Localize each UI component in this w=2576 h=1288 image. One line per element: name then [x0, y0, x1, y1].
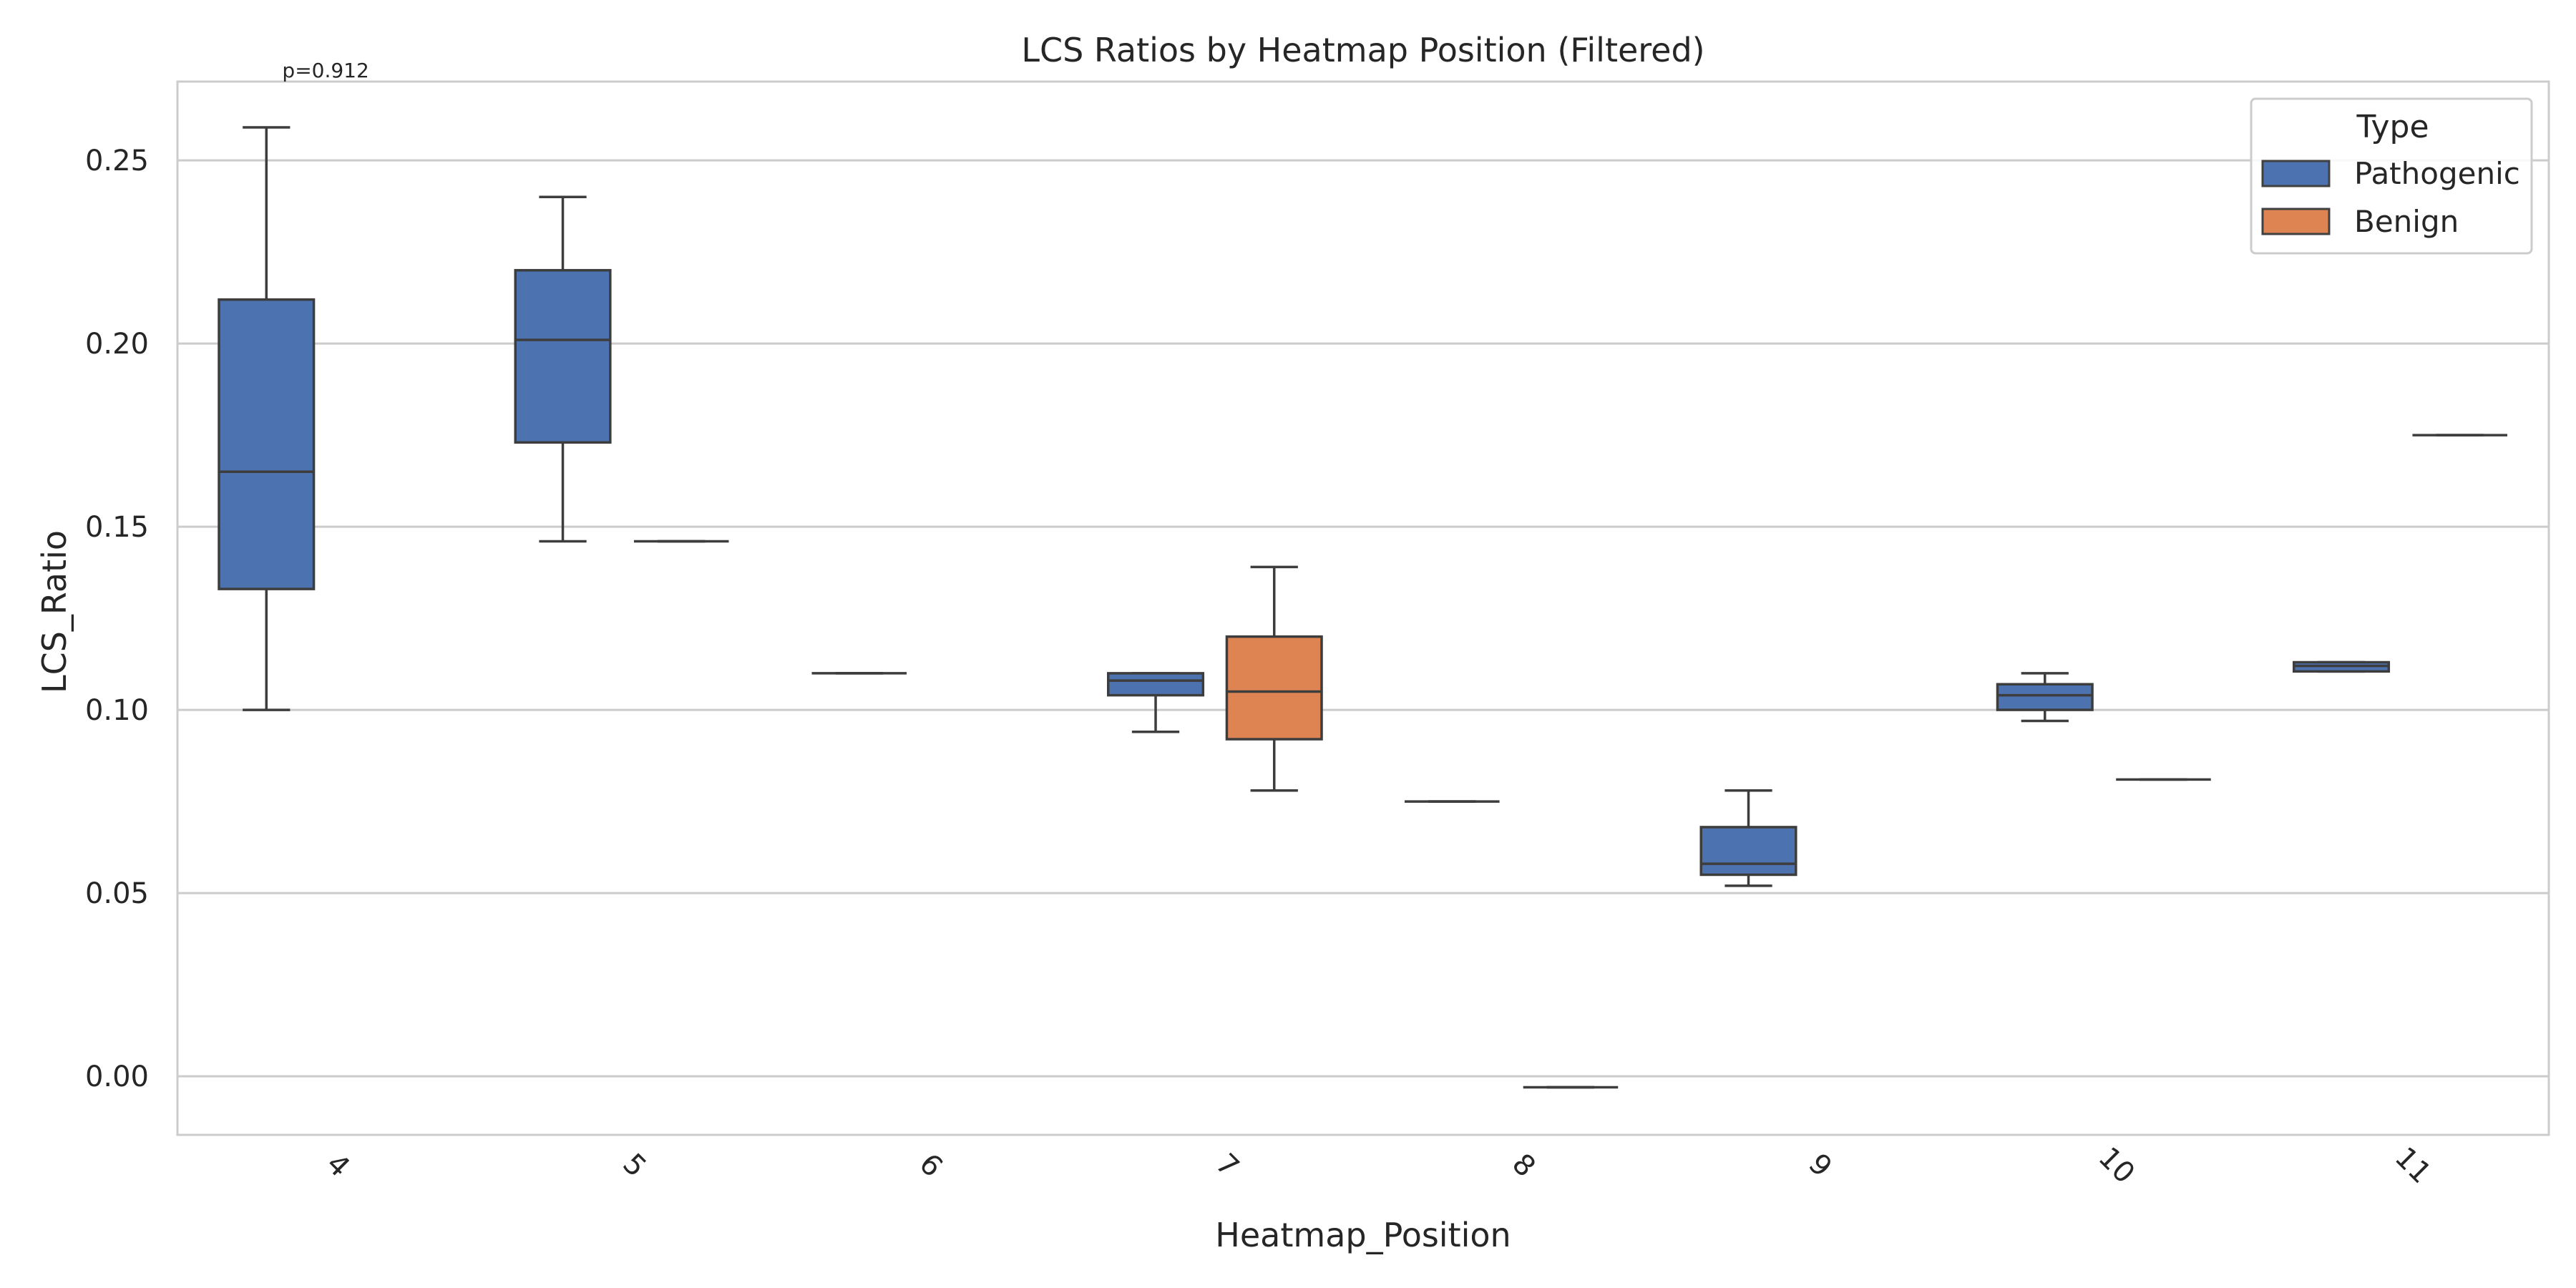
iqr-box [1699, 826, 1797, 877]
y-tick-label: 0.15 [85, 511, 149, 544]
legend-swatch-pathogenic [2261, 160, 2331, 187]
box-pathogenic-10 [1996, 672, 2094, 723]
legend-title: Type [2356, 109, 2429, 145]
iqr-box [1225, 635, 1323, 741]
box-pathogenic-9 [1699, 789, 1797, 887]
iqr-box [514, 268, 612, 444]
legend: Type Pathogenic Benign [2250, 97, 2533, 255]
iqr-box [1106, 672, 1205, 697]
iqr-box [218, 298, 316, 590]
x-axis-label: Heatmap_Position [1215, 1216, 1511, 1254]
box-pathogenic-11 [2292, 660, 2391, 673]
legend-label-pathogenic: Pathogenic [2354, 156, 2520, 191]
plot-area-frame [176, 80, 2550, 1136]
y-axis-ticks: 0.00 0.05 0.10 0.15 0.20 0.25 [85, 145, 149, 1093]
y-tick-label: 0.20 [85, 328, 149, 361]
chart-title: LCS Ratios by Heatmap Position (Filtered… [1021, 31, 1704, 69]
y-tick-label: 0.05 [85, 877, 149, 910]
gridlines [177, 159, 2549, 1078]
legend-swatch-benign [2261, 208, 2331, 235]
y-tick-label: 0.10 [85, 694, 149, 727]
y-axis-label: LCS_Ratio [35, 530, 74, 693]
box-series [218, 126, 2508, 1089]
box-pathogenic-5 [514, 195, 612, 543]
legend-label-benign: Benign [2354, 204, 2459, 239]
y-tick-label: 0.25 [85, 145, 149, 177]
iqr-box [1996, 683, 2094, 711]
box-pathogenic-7 [1106, 672, 1205, 733]
p-value-annotation: p=0.912 [282, 59, 369, 82]
x-axis-ticks: 4 5 6 7 8 9 10 11 [320, 1141, 2437, 1191]
y-tick-label: 0.00 [85, 1060, 149, 1093]
box-pathogenic-4 [218, 126, 316, 711]
box-benign-7 [1225, 565, 1323, 792]
